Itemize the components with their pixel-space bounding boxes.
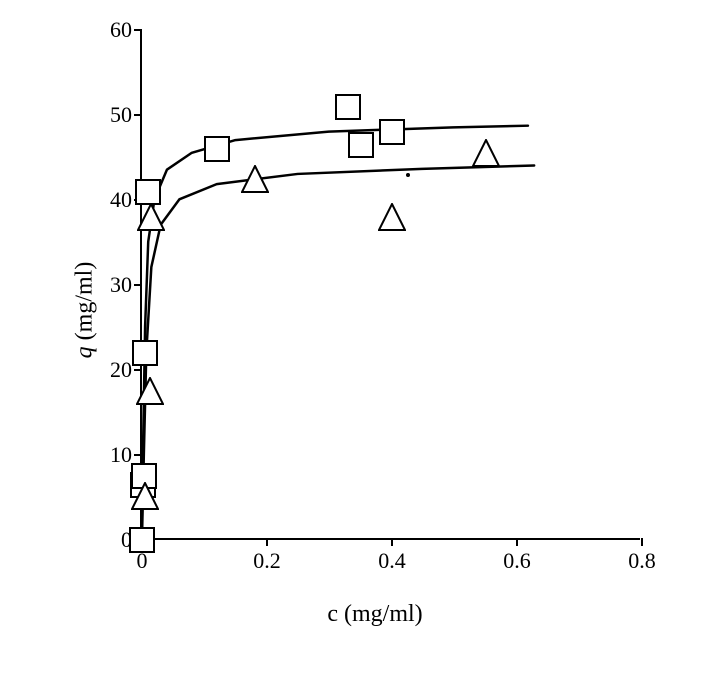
y-tick-label: 0 — [92, 527, 132, 553]
y-tick — [134, 454, 142, 456]
y-tick-label: 40 — [92, 187, 132, 213]
fit-curve-lower-fit — [142, 165, 534, 538]
y-tick — [134, 114, 142, 116]
stray-dot — [406, 173, 410, 177]
x-tick — [641, 538, 643, 546]
x-tick-label: 0.4 — [378, 548, 406, 574]
fit-curve-upper-fit — [142, 126, 528, 538]
y-tick — [134, 284, 142, 286]
marker-triangle — [137, 203, 165, 231]
y-tick — [134, 29, 142, 31]
marker-square — [129, 527, 155, 553]
x-axis-title: c (mg/ml) — [327, 601, 422, 628]
marker-square — [335, 94, 361, 120]
marker-square — [132, 340, 158, 366]
x-axis-prefix: c — [327, 601, 344, 627]
plot-area: 010203040506000.20.40.60.8 — [140, 30, 640, 540]
x-axis-unit: (mg/ml) — [344, 601, 423, 627]
marker-triangle — [472, 139, 500, 167]
x-tick — [516, 538, 518, 546]
x-tick-label: 0.8 — [628, 548, 656, 574]
y-tick-label: 20 — [92, 357, 132, 383]
marker-triangle — [241, 165, 269, 193]
y-tick-label: 60 — [92, 17, 132, 43]
x-tick — [266, 538, 268, 546]
marker-triangle — [131, 482, 159, 510]
marker-square — [204, 136, 230, 162]
y-tick — [134, 369, 142, 371]
marker-square — [348, 132, 374, 158]
marker-square — [135, 179, 161, 205]
y-tick-label: 10 — [92, 442, 132, 468]
marker-square — [379, 119, 405, 145]
y-tick-label: 30 — [92, 272, 132, 298]
marker-triangle — [378, 203, 406, 231]
fit-curves — [142, 30, 640, 538]
x-tick-label: 0.2 — [253, 548, 281, 574]
x-tick — [391, 538, 393, 546]
y-tick-label: 50 — [92, 102, 132, 128]
marker-triangle — [136, 377, 164, 405]
x-tick-label: 0.6 — [503, 548, 531, 574]
isotherm-chart: q (mg/ml) 010203040506000.20.40.60.8 c (… — [80, 20, 670, 600]
